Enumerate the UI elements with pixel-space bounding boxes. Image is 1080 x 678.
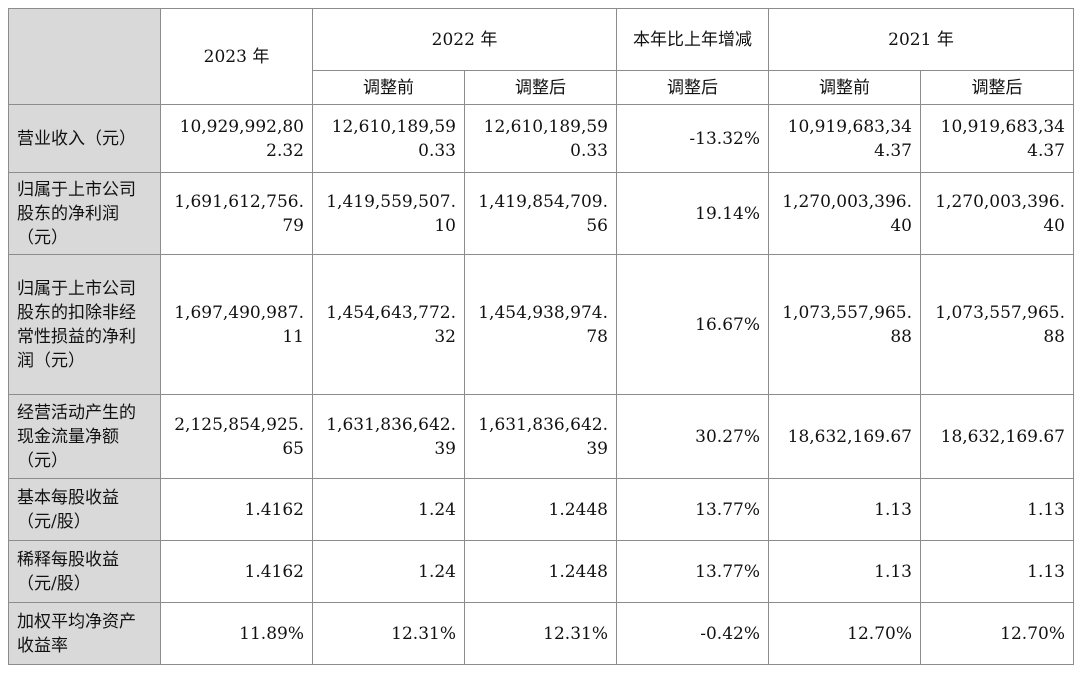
cell-2021-after: 10,919,683,344.37 — [920, 104, 1074, 173]
cell-2022-after: 1,419,854,709.56 — [464, 172, 617, 255]
cell-2022-after: 12.31% — [464, 602, 617, 665]
cell-yoy: 19.14% — [616, 172, 769, 255]
cell-2022-before: 12,610,189,590.33 — [312, 104, 465, 173]
cell-2022-before: 12.31% — [312, 602, 465, 665]
table-row: 归属于上市公司股东的净利润（元） 1,691,612,756.79 1,419,… — [8, 172, 1074, 255]
cell-2023: 1,691,612,756.79 — [160, 172, 313, 255]
table-row: 加权平均净资产收益率 11.89% 12.31% 12.31% -0.42% 1… — [8, 602, 1074, 665]
row-label: 加权平均净资产收益率 — [8, 602, 161, 665]
row-label: 归属于上市公司股东的扣除非经常性损益的净利润（元） — [8, 254, 161, 395]
cell-2021-after: 1.13 — [920, 478, 1074, 541]
financial-summary-table: 2023 年 2022 年 本年比上年增减 2021 年 调整前 调整后 调整后… — [8, 8, 1074, 665]
cell-2023: 10,929,992,802.32 — [160, 104, 313, 173]
cell-2021-before: 18,632,169.67 — [768, 394, 921, 479]
header-yoy: 本年比上年增减 — [616, 8, 769, 71]
cell-2022-after: 1.2448 — [464, 478, 617, 541]
table-row: 基本每股收益（元/股） 1.4162 1.24 1.2448 13.77% 1.… — [8, 478, 1074, 541]
header-2021-before: 调整前 — [768, 70, 921, 105]
cell-2023: 1.4162 — [160, 478, 313, 541]
cell-2021-before: 1.13 — [768, 540, 921, 603]
cell-2021-before: 1,073,557,965.88 — [768, 254, 921, 395]
header-2022-after: 调整后 — [464, 70, 617, 105]
header-2022-before: 调整前 — [312, 70, 465, 105]
cell-2022-before: 1,454,643,772.32 — [312, 254, 465, 395]
cell-yoy: -0.42% — [616, 602, 769, 665]
cell-2021-after: 1.13 — [920, 540, 1074, 603]
header-2023: 2023 年 — [160, 8, 313, 105]
cell-2023: 2,125,854,925.65 — [160, 394, 313, 479]
table-row: 经营活动产生的现金流量净额（元） 2,125,854,925.65 1,631,… — [8, 394, 1074, 479]
cell-2023: 11.89% — [160, 602, 313, 665]
header-2021-after: 调整后 — [920, 70, 1074, 105]
row-label: 稀释每股收益（元/股） — [8, 540, 161, 603]
table-row: 归属于上市公司股东的扣除非经常性损益的净利润（元） 1,697,490,987.… — [8, 254, 1074, 395]
cell-2021-after: 1,270,003,396.40 — [920, 172, 1074, 255]
cell-2021-before: 12.70% — [768, 602, 921, 665]
row-label: 经营活动产生的现金流量净额（元） — [8, 394, 161, 479]
table-row: 营业收入（元） 10,929,992,802.32 12,610,189,590… — [8, 104, 1074, 173]
cell-2023: 1,697,490,987.11 — [160, 254, 313, 395]
cell-2022-after: 12,610,189,590.33 — [464, 104, 617, 173]
header-2022: 2022 年 — [312, 8, 617, 71]
cell-2021-after: 1,073,557,965.88 — [920, 254, 1074, 395]
cell-2022-before: 1,631,836,642.39 — [312, 394, 465, 479]
cell-2021-after: 12.70% — [920, 602, 1074, 665]
cell-yoy: 13.77% — [616, 540, 769, 603]
cell-2022-after: 1.2448 — [464, 540, 617, 603]
cell-2022-after: 1,631,836,642.39 — [464, 394, 617, 479]
cell-2021-before: 1,270,003,396.40 — [768, 172, 921, 255]
cell-2021-after: 18,632,169.67 — [920, 394, 1074, 479]
header-blank-cell — [8, 8, 161, 105]
row-label: 基本每股收益（元/股） — [8, 478, 161, 541]
cell-yoy: 30.27% — [616, 394, 769, 479]
header-yoy-after: 调整后 — [616, 70, 769, 105]
cell-yoy: -13.32% — [616, 104, 769, 173]
cell-2023: 1.4162 — [160, 540, 313, 603]
cell-2022-after: 1,454,938,974.78 — [464, 254, 617, 395]
row-label: 归属于上市公司股东的净利润（元） — [8, 172, 161, 255]
row-label: 营业收入（元） — [8, 104, 161, 173]
cell-2022-before: 1.24 — [312, 540, 465, 603]
cell-2021-before: 1.13 — [768, 478, 921, 541]
cell-2022-before: 1,419,559,507.10 — [312, 172, 465, 255]
cell-2022-before: 1.24 — [312, 478, 465, 541]
cell-2021-before: 10,919,683,344.37 — [768, 104, 921, 173]
cell-yoy: 16.67% — [616, 254, 769, 395]
table-row: 稀释每股收益（元/股） 1.4162 1.24 1.2448 13.77% 1.… — [8, 540, 1074, 603]
header-2021: 2021 年 — [768, 8, 1074, 71]
cell-yoy: 13.77% — [616, 478, 769, 541]
